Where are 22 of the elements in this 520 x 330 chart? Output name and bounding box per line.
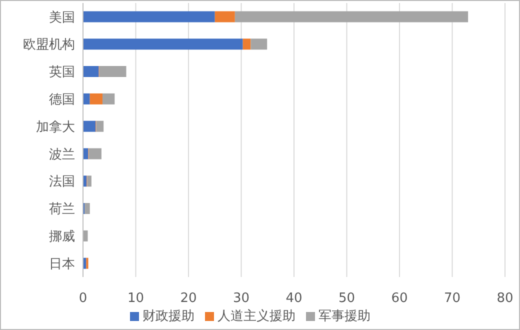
x-tick-label: 30 bbox=[232, 291, 250, 306]
y-tick-label: 美国 bbox=[49, 9, 75, 26]
legend-label: 人道主义援助 bbox=[218, 309, 296, 324]
y-tick-label: 波兰 bbox=[49, 147, 75, 162]
y-tick-label: 欧盟机构 bbox=[23, 38, 75, 53]
x-tick-label: 40 bbox=[286, 291, 302, 306]
x-tick-label: 70 bbox=[444, 291, 461, 306]
x-tick-label: 10 bbox=[127, 291, 144, 306]
x-tick-label: 20 bbox=[180, 291, 197, 306]
legend-label: 军事援助 bbox=[318, 309, 370, 324]
x-tick-label: 0 bbox=[78, 291, 88, 306]
x-tick-label: 60 bbox=[391, 291, 408, 306]
y-tick-label: 日本 bbox=[49, 256, 75, 272]
y-tick-label: 德国 bbox=[49, 92, 75, 108]
y-tick-label: 英国 bbox=[49, 65, 75, 80]
legend-label: 财政援助 bbox=[142, 309, 194, 324]
y-tick-label: 法国 bbox=[49, 174, 75, 190]
y-tick-label: 荷兰 bbox=[49, 202, 75, 218]
x-tick-label: 80 bbox=[496, 291, 514, 306]
y-tick-label: 加拿大 bbox=[36, 120, 75, 135]
y-tick-label: 挪威 bbox=[49, 230, 75, 245]
x-tick-label: 50 bbox=[338, 291, 356, 306]
